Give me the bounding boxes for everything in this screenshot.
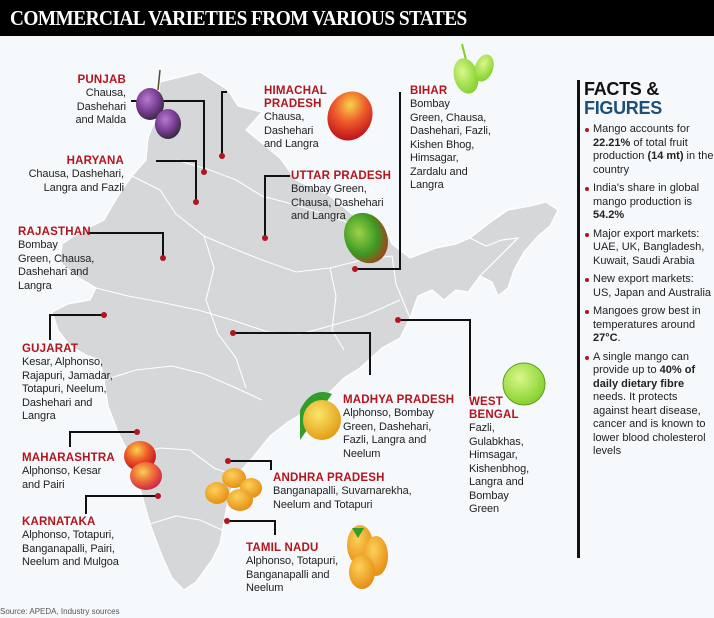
state-label-madhya-pradesh: MADHYA PRADESH Alphonso, Bombay Green, Da… xyxy=(343,394,463,461)
fact-item: Major export markets: UAE, UK, Banglades… xyxy=(584,228,714,269)
mango-andhra-pradesh-icon xyxy=(205,468,262,511)
state-borders xyxy=(95,159,411,531)
state-varieties: Chausa, Dashehari and Malda xyxy=(75,87,127,126)
map-mainland xyxy=(51,71,533,591)
bullet-icon xyxy=(585,128,589,132)
state-name: TAMIL NADU xyxy=(246,542,319,554)
state-label-rajasthan: RAJASTHAN Bombay Green, Chausa, Dashehari … xyxy=(18,226,118,293)
state-varieties: Alphonso, Totapuri, Banganapalli and Neelu… xyxy=(246,555,339,594)
state-label-tamil-nadu: TAMIL NADU Alphonso, Totapuri, Banganapal… xyxy=(246,542,366,596)
page-title: COMMERCIAL VARIETIES FROM VARIOUS STATES xyxy=(10,6,467,30)
state-name: BIHAR xyxy=(410,85,448,97)
mango-tamil-nadu-icon xyxy=(347,525,388,589)
marker-punjab xyxy=(201,169,207,175)
fact-item: A single mango can provide up to 40% of … xyxy=(584,351,714,459)
marker-karnataka xyxy=(155,493,161,499)
state-name: MAHARASHTRA xyxy=(22,452,115,464)
state-label-bihar: BIHAR Bombay Green, Chausa, Dashehari, Faz… xyxy=(410,85,510,193)
state-label-uttar-pradesh: UTTAR PRADESH Bombay Green, Chausa, Dashe… xyxy=(291,170,401,224)
state-label-himachal-pradesh: HIMACHAL PRADESH Chausa, Dashehari and Lang… xyxy=(264,85,354,152)
state-label-gujarat: GUJARAT Kesar, Alphonso, Rajapuri, Jamada… xyxy=(22,343,132,424)
state-varieties: Bombay Green, Chausa, Dashehari and Langra xyxy=(291,183,384,222)
state-name: GUJARAT xyxy=(22,343,79,355)
marker-rajasthan xyxy=(160,255,166,261)
state-varieties: Fazli, Gulabkhas, Himsagar, Kishenbhog, Lang… xyxy=(469,422,530,515)
india-map xyxy=(49,43,559,591)
state-varieties: Bombay Green, Chausa, Dashehari, Fazli, Kis… xyxy=(410,98,491,191)
fact-item: Mango accounts for 22.21% of total fruit… xyxy=(584,123,714,177)
marker-bihar xyxy=(352,266,358,272)
mango-bihar-icon xyxy=(453,43,494,94)
mango-punjab-icon xyxy=(136,69,181,139)
state-name: UTTAR PRADESH xyxy=(291,170,392,182)
mango-west-bengal-icon xyxy=(502,362,546,406)
fact-item: New export markets: US, Japan and Austra… xyxy=(584,273,714,300)
marker-maharashtra xyxy=(134,429,140,435)
state-label-maharashtra: MAHARASHTRA Alphonso, Kesar and Pairi xyxy=(22,452,132,492)
bullet-icon xyxy=(585,187,589,191)
mango-madhya-pradesh-icon xyxy=(300,392,341,440)
marker-haryana xyxy=(193,199,199,205)
marker-andhra-pradesh xyxy=(225,458,231,464)
state-varieties: Alphonso, Kesar and Pairi xyxy=(22,465,102,491)
marker-gujarat xyxy=(101,312,107,318)
state-name: MADHYA PRADESH xyxy=(343,394,455,406)
facts-heading: FACTS & xyxy=(584,79,659,99)
state-varieties: Chausa, Dashehari, Langra and Fazli xyxy=(28,168,125,194)
state-name: ANDHRA PRADESH xyxy=(273,472,385,484)
mango-illustrations xyxy=(124,43,546,589)
marker-madhya-pradesh xyxy=(230,330,236,336)
state-name: PUNJAB xyxy=(77,74,126,86)
marker-himachal xyxy=(219,153,225,159)
state-markers xyxy=(101,153,401,524)
state-name: HIMACHAL PRADESH xyxy=(264,85,327,110)
title-bar: COMMERCIAL VARIETIES FROM VARIOUS STATES xyxy=(0,0,714,36)
state-varieties: Chausa, Dashehari and Langra xyxy=(264,111,319,150)
bullet-icon xyxy=(585,310,589,314)
facts-panel: FACTS & FIGURES Mango accounts for 22.21… xyxy=(584,80,714,459)
bullet-icon xyxy=(585,232,589,237)
state-varieties: Alphonso, Bombay Green, Dashehari, Fazli, … xyxy=(343,407,434,460)
state-label-west-bengal: WEST BENGAL Fazli, Gulabkhas, Himsagar, Kish… xyxy=(469,396,559,517)
source-credit: Source: APEDA, Industry sources xyxy=(0,607,120,616)
state-varieties: Kesar, Alphonso, Rajapuri, Jamadar, Totapu… xyxy=(22,356,113,422)
fact-item: Mangoes grow best in temperatures around… xyxy=(584,305,714,346)
state-name: HARYANA xyxy=(66,155,124,167)
state-varieties: Alphonso, Totapuri, Banganapalli, Pairi, N… xyxy=(22,529,119,568)
state-varieties: Bombay Green, Chausa, Dashehari and Langra xyxy=(18,239,95,292)
fact-item: India's share in global mango production… xyxy=(584,182,714,223)
marker-uttar-pradesh xyxy=(262,235,268,241)
facts-divider xyxy=(577,80,580,558)
state-name: KARNATAKA xyxy=(22,516,96,528)
mango-uttar-pradesh-icon xyxy=(344,212,388,264)
marker-west-bengal xyxy=(395,317,401,323)
state-name: WEST BENGAL xyxy=(469,396,519,421)
state-label-andhra-pradesh: ANDHRA PRADESH Banganapalli, Suvarnarekh… xyxy=(273,472,463,512)
bullet-icon xyxy=(585,355,589,360)
map-northeast xyxy=(468,201,559,297)
mango-maharashtra-icon xyxy=(124,441,162,490)
bullet-icon xyxy=(585,278,589,282)
marker-tamil-nadu xyxy=(224,518,230,524)
state-varieties: Banganapalli, Suvarnarekha, Neelum and To… xyxy=(273,485,412,511)
facts-subheading: FIGURES xyxy=(584,98,662,118)
state-name: RAJASTHAN xyxy=(18,226,91,238)
mango-himachal-icon xyxy=(327,91,373,141)
state-label-karnataka: KARNATAKA Alphonso, Totapuri, Banganapall… xyxy=(22,516,152,570)
state-label-haryana: HARYANA Chausa, Dashehari, Langra and Faz… xyxy=(14,155,125,195)
state-label-punjab: PUNJAB Chausa, Dashehari and Malda xyxy=(60,74,127,128)
